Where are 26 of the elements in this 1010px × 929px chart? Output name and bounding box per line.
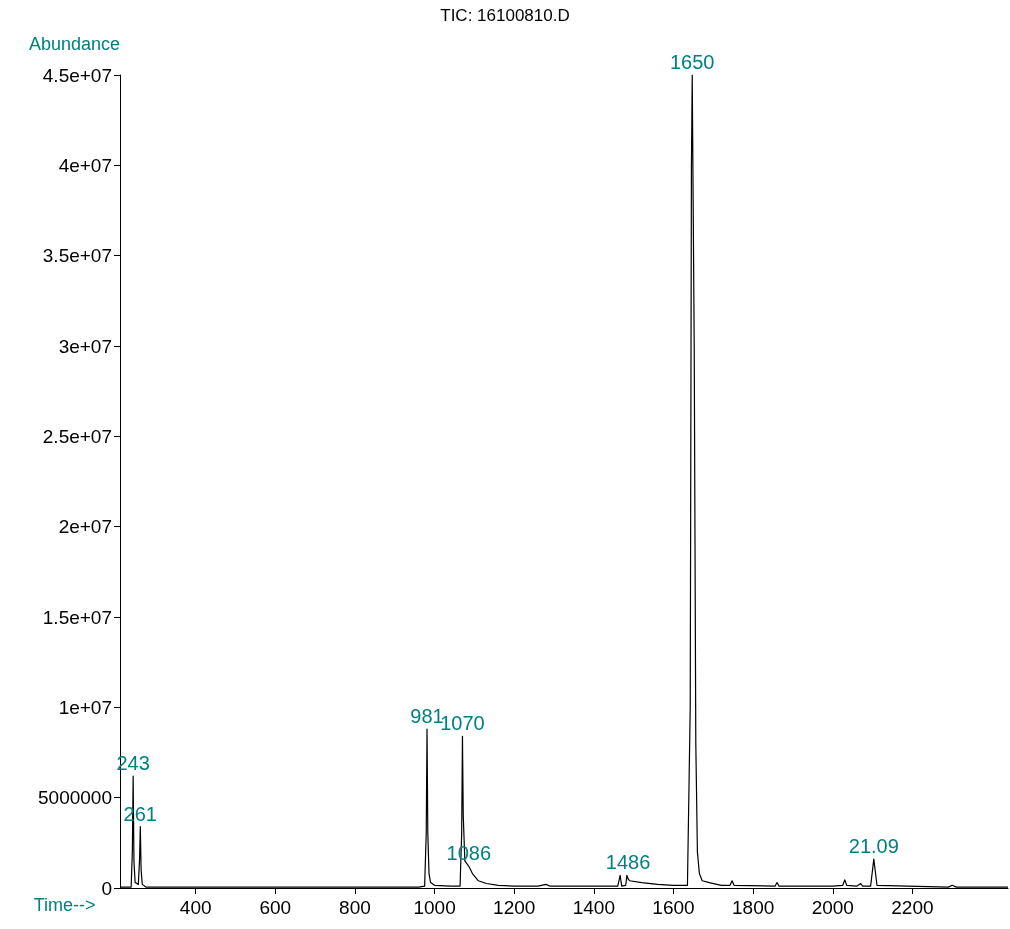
y-tick-label: 2.5e+07 (42, 425, 112, 447)
y-tick-label: 0 (101, 877, 112, 899)
x-tick-label: 1600 (652, 897, 695, 918)
y-axis-title: Abundance (28, 34, 120, 54)
chart-title: TIC: 16100810.D (440, 6, 570, 25)
y-tick-label: 5000000 (38, 787, 112, 809)
x-tick-label: 1800 (732, 897, 775, 918)
y-tick-label: 2e+07 (58, 516, 112, 538)
annotation: 1650 (669, 51, 715, 73)
y-tick-label: 4.5e+07 (42, 64, 112, 86)
x-tick-label: 1000 (413, 897, 456, 918)
x-tick-label: 1400 (572, 897, 616, 918)
annotation: 1486 (605, 851, 651, 874)
annotation: 21.09 (848, 835, 899, 858)
x-axis-title: Time--> (33, 895, 96, 915)
x-tick-label: 600 (259, 897, 292, 918)
y-tick-label: 1e+07 (58, 696, 112, 718)
y-tick-label: 4e+07 (58, 154, 112, 176)
x-tick-label: 800 (339, 897, 371, 918)
x-tick-label: 400 (179, 897, 212, 918)
x-tick-label: 1200 (493, 897, 536, 918)
y-tick-label: 3.5e+07 (42, 245, 112, 267)
x-tick-label: 2000 (811, 897, 854, 918)
y-tick-label: 3e+07 (58, 335, 112, 357)
x-tick-label: 2200 (891, 897, 934, 918)
y-tick-label: 1.5e+07 (42, 606, 112, 628)
